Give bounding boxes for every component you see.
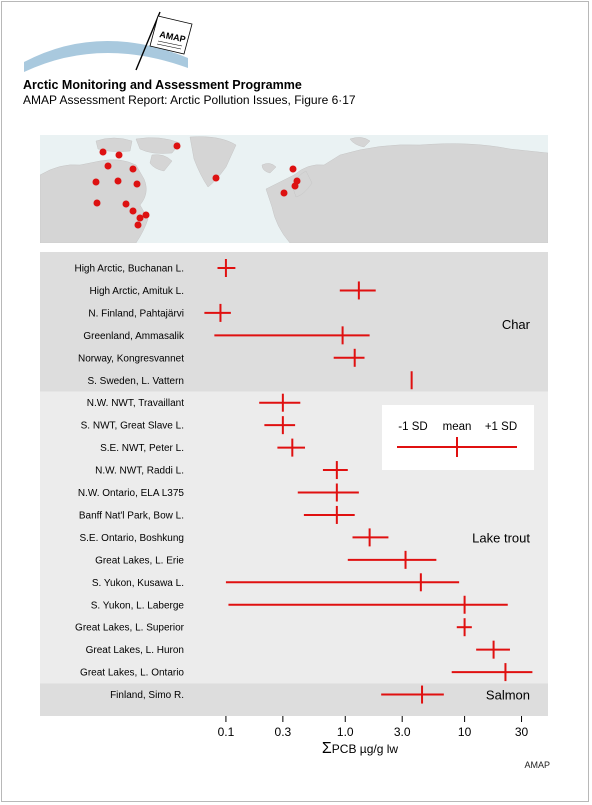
map-site-dot <box>142 211 150 219</box>
row-label: Banff Nat'l Park, Bow L. <box>79 510 184 521</box>
map-site-dot <box>134 221 142 229</box>
group-label: Char <box>502 317 531 332</box>
row-label: S. Yukon, Kusawa L. <box>92 578 184 589</box>
row-label: S.E. Ontario, Boshkung <box>79 533 184 544</box>
x-tick-label: 10 <box>458 725 472 739</box>
map-site-dot <box>93 199 101 207</box>
row-label: S. Yukon, L. Laberge <box>91 600 185 611</box>
row-label: Greenland, Ammasalik <box>83 331 185 342</box>
map-sites <box>92 142 301 229</box>
legend-minus-label: -1 SD <box>398 421 427 433</box>
x-axis-unit: PCB µg/g lw <box>331 742 399 756</box>
logo-pole <box>135 11 161 71</box>
map-site-dot <box>115 151 123 159</box>
row-label: S.E. NWT, Peter L. <box>100 443 184 454</box>
logo-arc <box>24 40 188 72</box>
x-tick-label: 0.3 <box>275 725 292 739</box>
row-label: Finland, Simo R. <box>110 690 184 701</box>
map-site-dot <box>99 148 107 156</box>
map-site-dot <box>92 178 100 186</box>
x-tick-label: 1.0 <box>337 725 354 739</box>
amap-logo: AMAP <box>24 11 193 72</box>
credit-label: AMAP <box>524 760 550 770</box>
x-tick-label: 3.0 <box>394 725 411 739</box>
map-site-dot <box>114 177 122 185</box>
row-label: Great Lakes, L. Huron <box>86 645 184 656</box>
row-label: High Arctic, Buchanan L. <box>74 264 184 275</box>
row-label: N.W. Ontario, ELA L375 <box>78 488 185 499</box>
org-title: Arctic Monitoring and Assessment Program… <box>23 78 302 92</box>
legend-mean-label: mean <box>443 421 472 433</box>
group-band <box>40 252 548 392</box>
legend-plus-label: +1 SD <box>485 421 517 433</box>
row-label: S. Sweden, L. Vattern <box>87 376 184 387</box>
row-label: S. NWT, Great Slave L. <box>81 421 184 432</box>
map-site-dot <box>291 182 299 190</box>
x-axis-title: ΣPCB µg/g lw <box>280 740 440 758</box>
x-tick-label: 0.1 <box>218 725 235 739</box>
row-label: Norway, Kongresvannet <box>78 353 184 364</box>
row-label: N.W. NWT, Travaillant <box>87 398 184 409</box>
map-site-dot <box>136 214 144 222</box>
row-label: N. Finland, Pahtajärvi <box>88 308 184 319</box>
group-label: Salmon <box>486 688 530 703</box>
map-site-dot <box>173 142 181 150</box>
group-band <box>40 683 548 716</box>
map-site-dot <box>289 165 297 173</box>
legend: -1 SD mean +1 SD <box>382 405 534 470</box>
row-label: Great Lakes, L. Erie <box>95 555 184 566</box>
map-site-dot <box>212 174 220 182</box>
row-label: Great Lakes, L. Superior <box>75 623 185 634</box>
x-tick-label: 30 <box>515 725 529 739</box>
report-title: AMAP Assessment Report: Arctic Pollution… <box>23 93 356 107</box>
sigma-symbol: Σ <box>321 740 332 757</box>
map-site-dot <box>122 200 130 208</box>
group-label: Lake trout <box>472 530 530 545</box>
map-site-dot <box>129 207 137 215</box>
map-site-dot <box>129 165 137 173</box>
map-site-dot <box>133 180 141 188</box>
row-label: High Arctic, Amituk L. <box>90 286 184 297</box>
row-label: Great Lakes, L. Ontario <box>80 668 184 679</box>
map-site-dot <box>280 189 288 197</box>
row-label: N.W. NWT, Raddi L. <box>95 466 184 477</box>
site-map <box>40 135 548 243</box>
map-site-dot <box>104 162 112 170</box>
